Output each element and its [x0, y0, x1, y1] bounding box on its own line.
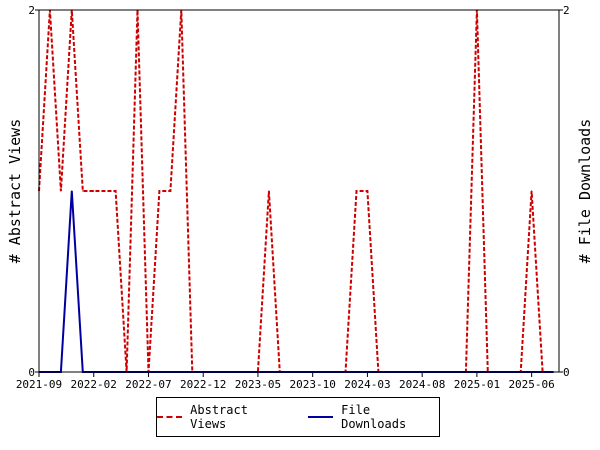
x-tick-label: 2025-06 — [508, 378, 554, 391]
data-point — [268, 190, 270, 192]
x-tick-label: 2023-05 — [235, 378, 281, 391]
x-tick-label: 2025-01 — [454, 378, 500, 391]
series-abstract-views — [38, 9, 555, 373]
x-tick-label: 2024-03 — [344, 378, 390, 391]
series-line — [39, 190, 554, 373]
data-point — [158, 190, 161, 192]
y-tick-labels: 0 0 2 2 — [28, 4, 569, 379]
legend-label-file-downloads: File Downloads — [341, 403, 407, 431]
data-point — [93, 190, 95, 192]
tick-marks — [35, 9, 563, 377]
plot-area — [38, 9, 560, 373]
data-point — [169, 190, 171, 192]
x-tick-label: 2024-08 — [399, 378, 445, 391]
x-tick-label: 2021-09 — [16, 378, 62, 391]
x-tick-label: 2022-07 — [125, 378, 171, 391]
legend-swatch-file-downloads — [308, 416, 334, 418]
y-tick-label-right: 0 — [563, 366, 570, 379]
y-axis-title-right: # File Downloads — [576, 119, 594, 264]
series-layer — [38, 9, 555, 373]
data-point — [366, 190, 369, 192]
data-point — [355, 190, 358, 192]
y-axis-title-left: # Abstract Views — [6, 119, 24, 264]
x-tick-label: 2023-10 — [290, 378, 336, 391]
data-point — [71, 190, 73, 192]
x-tick-labels: 2021-09 2022-02 2022-07 2022-12 2023-05 2023-… — [16, 378, 555, 391]
data-point — [60, 190, 62, 192]
data-point — [531, 190, 533, 192]
data-point — [104, 190, 106, 192]
x-tick-label: 2022-12 — [180, 378, 226, 391]
legend-label-abstract-views: Abstract Views — [190, 403, 248, 431]
y-tick-label-left: 0 — [28, 366, 35, 379]
y-tick-label-right: 2 — [563, 4, 570, 17]
y-tick-label-left: 2 — [28, 4, 35, 17]
legend-swatch-abstract-views — [157, 416, 183, 418]
legend: Abstract Views File Downloads — [156, 397, 440, 437]
legend-item-abstract-views: Abstract Views — [157, 403, 288, 431]
legend-item-file-downloads: File Downloads — [308, 403, 439, 431]
data-point — [82, 190, 84, 192]
data-point — [115, 190, 117, 192]
x-tick-label: 2022-02 — [71, 378, 117, 391]
series-file-downloads — [38, 190, 555, 373]
